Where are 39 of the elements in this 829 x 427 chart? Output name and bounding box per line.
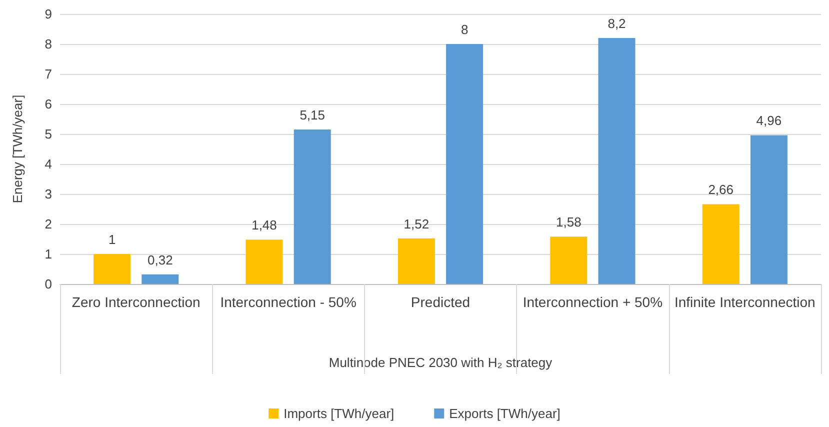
y-tick-label: 3 [44, 186, 52, 202]
y-tick-label: 1 [44, 246, 52, 262]
data-label: 8,2 [608, 16, 626, 31]
x-axis-title: Multinode PNEC 2030 with H₂ strategy [328, 355, 553, 370]
y-tick-label: 6 [44, 96, 52, 112]
bar [598, 38, 636, 284]
bar [550, 236, 588, 284]
data-label: 1,58 [556, 214, 582, 230]
data-label: 2,66 [708, 182, 734, 198]
bar [294, 130, 331, 284]
x-tick-label: Predicted [410, 294, 470, 310]
y-tick-label: 7 [44, 66, 52, 82]
bar [750, 135, 788, 284]
x-tick-label: Zero Interconnection [72, 294, 200, 310]
y-tick-label: 9 [44, 6, 52, 22]
legend-label: Exports [TWh/year] [449, 406, 560, 421]
y-axis-title: Energy [TWh/year] [10, 94, 25, 204]
data-label: 1,52 [404, 216, 430, 232]
y-tick-label: 2 [44, 216, 52, 232]
x-tick-label: Infinite Interconnection [674, 294, 816, 310]
bar [246, 240, 283, 284]
data-label: 5,15 [300, 108, 326, 122]
bar [398, 238, 435, 284]
x-tick-label: Interconnection + 50% [522, 294, 663, 310]
bar [94, 254, 131, 284]
data-label: 1 [108, 232, 116, 247]
y-tick-label: 5 [44, 126, 52, 142]
data-label: 1,48 [252, 218, 277, 233]
legend-label: Imports [TWh/year] [284, 406, 394, 421]
bar [702, 204, 740, 284]
bar [142, 274, 179, 284]
x-tick-label: Interconnection - 50% [220, 294, 356, 310]
bar [446, 44, 484, 284]
data-label: 0,32 [147, 252, 173, 268]
y-tick-label: 8 [44, 36, 52, 52]
data-label: 4,96 [756, 113, 782, 128]
y-tick-label: 0 [44, 276, 52, 292]
y-tick-label: 4 [44, 156, 52, 172]
data-label: 8 [460, 22, 468, 37]
